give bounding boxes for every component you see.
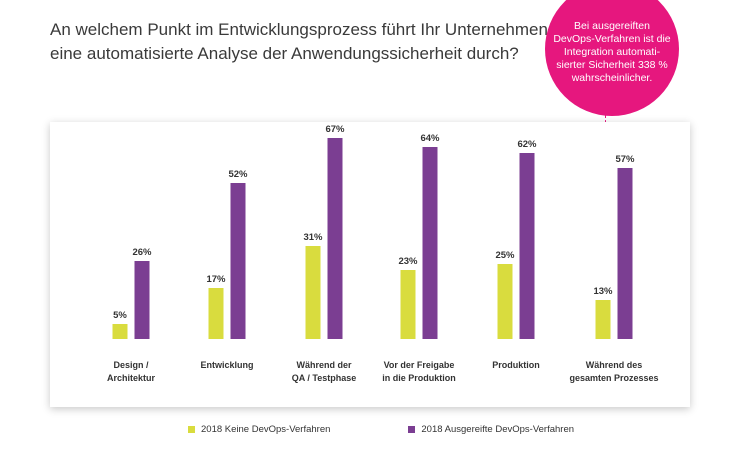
data-label-no-devops-5: 13% xyxy=(593,286,613,297)
legend-swatch-mature-devops xyxy=(408,426,416,433)
data-label-mature-devops-2: 67% xyxy=(325,124,345,135)
data-label-no-devops-4: 25% xyxy=(495,250,515,261)
category-label-0: Design / Architektur xyxy=(107,360,156,383)
legend: 2018 Keine DevOps-Verfahren 2018 Ausgere… xyxy=(188,424,574,435)
category-label-5: Während des gesamten Prozesses xyxy=(569,360,658,383)
legend-item-no-devops: 2018 Keine DevOps-Verfahren xyxy=(188,424,330,435)
bar-mature-devops-2 xyxy=(327,138,343,339)
category-label-1: Entwicklung xyxy=(200,360,253,370)
data-label-mature-devops-1: 52% xyxy=(228,169,248,180)
legend-item-mature-devops: 2018 Ausgereifte DevOps-Verfahren xyxy=(408,424,574,435)
data-label-no-devops-1: 17% xyxy=(206,274,226,285)
data-label-mature-devops-5: 57% xyxy=(615,154,635,165)
bar-mature-devops-5 xyxy=(617,168,633,339)
bar-chart: 5% 26% Design / Architektur 17% 52% Entwicklun… xyxy=(107,124,659,383)
bar-no-devops-3 xyxy=(400,270,416,339)
chart-title: An welchem Punkt im Entwicklungsprozess … xyxy=(50,20,548,63)
bar-mature-devops-1 xyxy=(230,183,246,339)
chart-panel xyxy=(50,122,690,407)
bar-no-devops-5 xyxy=(595,300,611,339)
data-label-no-devops-2: 31% xyxy=(303,232,323,243)
bar-no-devops-4 xyxy=(497,264,513,339)
bar-no-devops-2 xyxy=(305,246,321,339)
bar-no-devops-0 xyxy=(112,324,128,339)
data-label-mature-devops-0: 26% xyxy=(132,247,152,258)
data-label-mature-devops-4: 62% xyxy=(517,139,537,150)
bar-mature-devops-3 xyxy=(422,147,438,339)
category-label-2: Während der QA / Testphase xyxy=(292,360,357,383)
category-label-4: Produktion xyxy=(492,360,540,370)
data-label-no-devops-3: 23% xyxy=(398,256,418,267)
legend-swatch-no-devops xyxy=(188,426,195,433)
data-label-no-devops-0: 5% xyxy=(113,310,127,321)
data-label-mature-devops-3: 64% xyxy=(420,133,440,144)
bar-mature-devops-0 xyxy=(134,261,150,339)
callout-bubble: Bei ausgereiften DevOps-Verfahren ist di… xyxy=(545,0,679,116)
legend-label-no-devops: 2018 Keine DevOps-Verfahren xyxy=(201,424,331,435)
bar-no-devops-1 xyxy=(208,288,224,339)
callout-text: Bei ausgereiften DevOps-Verfahren ist di… xyxy=(553,20,671,84)
legend-label-mature-devops: 2018 Ausgereifte DevOps-Verfahren xyxy=(421,424,575,435)
bar-mature-devops-4 xyxy=(519,153,535,339)
category-label-3: Vor der Freigabe in die Produktion xyxy=(382,360,456,383)
